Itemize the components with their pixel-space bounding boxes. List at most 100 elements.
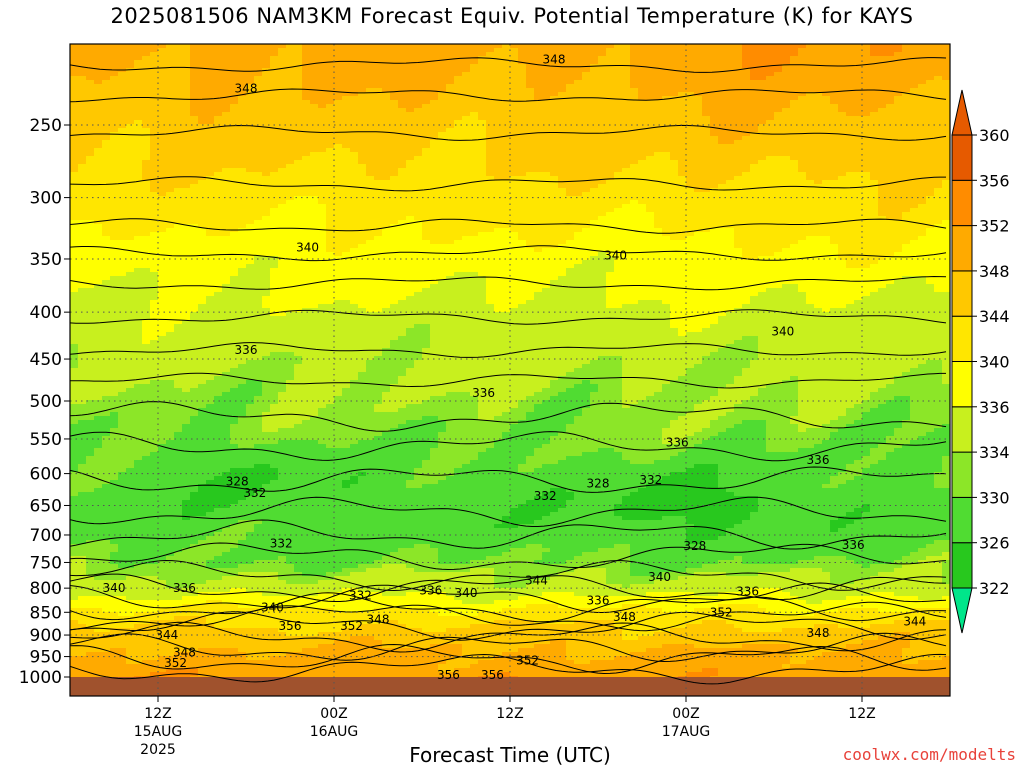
field-cell	[70, 280, 102, 284]
field-cell	[382, 400, 422, 404]
field-cell	[262, 416, 310, 420]
field-cell	[366, 360, 414, 364]
field-cell	[542, 552, 582, 556]
field-cell	[230, 232, 326, 236]
field-cell	[222, 576, 278, 580]
field-cell	[774, 72, 950, 76]
field-cell	[934, 284, 950, 288]
field-cell	[774, 112, 846, 116]
contour-line	[70, 275, 947, 291]
field-cell	[742, 256, 758, 260]
field-cell	[446, 392, 470, 396]
field-cell	[70, 428, 110, 432]
contour-label: 352	[710, 605, 733, 619]
field-cell	[822, 484, 838, 488]
field-cell	[278, 168, 366, 172]
field-cell	[918, 436, 950, 440]
field-cell	[870, 624, 950, 628]
field-cell	[926, 228, 950, 232]
field-cell	[262, 356, 302, 360]
field-cell	[862, 516, 950, 520]
field-cell	[646, 156, 670, 160]
field-cell	[478, 612, 774, 616]
field-cell	[294, 376, 358, 380]
field-cell	[70, 552, 110, 556]
field-cell	[326, 572, 350, 576]
field-cell	[766, 432, 830, 436]
field-cell	[630, 404, 694, 408]
field-cell	[886, 284, 934, 288]
field-cell	[94, 80, 102, 84]
field-cell	[854, 476, 934, 480]
field-cell	[446, 628, 622, 632]
field-cell	[422, 232, 478, 236]
field-cell	[70, 156, 86, 160]
field-cell	[230, 504, 518, 508]
field-cell	[302, 56, 478, 60]
field-cell	[934, 428, 950, 432]
field-cell	[654, 480, 718, 484]
field-cell	[150, 312, 190, 316]
field-cell	[70, 404, 206, 408]
field-cell	[470, 64, 526, 68]
field-cell	[550, 440, 662, 444]
x-tick-label: 00Z	[320, 706, 347, 722]
field-cell	[798, 424, 822, 428]
field-cell	[350, 300, 398, 304]
field-cell	[70, 148, 94, 152]
field-cell	[566, 428, 662, 432]
field-cell	[414, 476, 446, 480]
field-cell	[566, 644, 662, 648]
field-cell	[718, 468, 846, 472]
field-cell	[150, 380, 174, 384]
field-cell	[926, 232, 950, 236]
field-cell	[590, 68, 630, 72]
field-cell	[398, 620, 494, 624]
field-cell	[534, 644, 566, 648]
field-cell	[838, 244, 902, 248]
field-cell	[566, 500, 622, 504]
field-cell	[806, 660, 902, 664]
field-cell	[534, 248, 542, 252]
field-cell	[910, 440, 950, 444]
colorbar-segment	[951, 315, 973, 363]
field-cell	[622, 204, 646, 208]
field-cell	[214, 400, 254, 404]
field-cell	[566, 272, 606, 276]
field-cell	[742, 520, 830, 524]
field-cell	[702, 100, 790, 104]
field-cell	[694, 464, 718, 468]
field-cell	[70, 452, 94, 456]
field-cell	[70, 240, 326, 244]
field-cell	[702, 356, 758, 360]
field-cell	[70, 76, 86, 80]
field-cell	[502, 436, 550, 440]
contour-label: 332	[270, 536, 293, 550]
field-cell	[942, 552, 950, 556]
field-cell	[398, 168, 486, 172]
field-cell	[70, 416, 94, 420]
field-cell	[382, 592, 406, 596]
field-cell	[478, 116, 710, 120]
field-cell	[534, 452, 582, 456]
field-cell	[798, 404, 854, 408]
field-cell	[158, 576, 222, 580]
field-cell	[406, 164, 486, 168]
field-cell	[726, 572, 758, 576]
field-cell	[846, 304, 950, 308]
field-cell	[838, 472, 862, 476]
field-cell	[558, 432, 662, 436]
field-cell	[806, 296, 862, 300]
field-cell	[254, 220, 326, 224]
x-tick-date: 17AUG	[662, 724, 711, 740]
field-cell	[542, 444, 694, 448]
field-cell	[566, 648, 646, 652]
colorbar-label: 322	[979, 579, 1010, 598]
field-cell	[534, 468, 686, 472]
field-cell	[510, 308, 670, 312]
field-cell	[382, 308, 494, 312]
field-cell	[798, 48, 870, 52]
field-cell	[702, 620, 726, 624]
field-cell	[438, 132, 486, 136]
